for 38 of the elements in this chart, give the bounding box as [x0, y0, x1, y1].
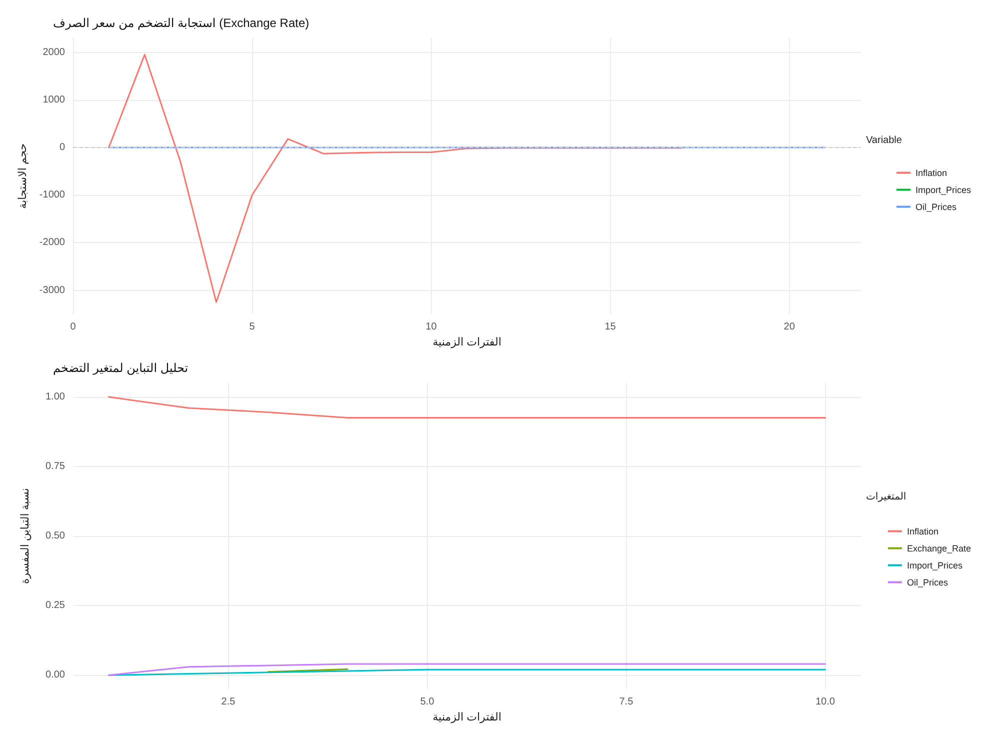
- y-tick-label: 2000: [42, 46, 66, 58]
- legend-label: Inflation: [915, 168, 948, 178]
- legend-label: Inflation: [906, 526, 938, 536]
- legend-label: Exchange_Rate: [906, 543, 971, 554]
- x-tick-label: 5: [249, 322, 256, 333]
- legend-label: Import_Prices: [915, 184, 972, 195]
- x-tick-label: 2.5: [221, 696, 236, 708]
- y-tick-label: 0: [59, 142, 66, 153]
- y-tick-label: 1.00: [46, 391, 66, 402]
- y-tick-label: 1000: [42, 94, 66, 106]
- line-series: [108, 663, 826, 676]
- y-tick-label: 0.50: [46, 530, 66, 542]
- x-tick-label: 10.0: [815, 696, 836, 708]
- line-series: [108, 54, 683, 303]
- y-tick-label: 0.75: [46, 460, 66, 472]
- x-tick-label: 0: [70, 322, 76, 333]
- y-axis-title: حجم الاستجابة: [17, 143, 30, 209]
- x-axis-title: الفترات الزمنية: [432, 712, 502, 724]
- x-tick-label: 7.5: [619, 696, 634, 708]
- y-tick-label: -2000: [39, 237, 66, 248]
- x-tick-label: 20: [784, 322, 796, 333]
- y-tick-label: 0.25: [46, 600, 66, 612]
- y-tick-label: -1000: [39, 190, 66, 201]
- chart-title: استجابة التضخم من سعر الصرف (Exchange Rate): [53, 16, 310, 30]
- x-tick-label: 15: [604, 322, 616, 333]
- legend-title: المتغيرات: [866, 491, 906, 502]
- legend-title: Variable: [866, 135, 902, 146]
- y-axis-title: نسبة التباين المفسرة: [20, 488, 32, 584]
- x-axis-title: الفترات الزمنية: [432, 336, 502, 348]
- y-tick-label: 0.00: [46, 670, 66, 681]
- y-tick-label: -3000: [39, 284, 66, 296]
- line-series: [108, 396, 826, 419]
- x-tick-label: 5.0: [420, 696, 435, 708]
- x-tick-label: 10: [426, 322, 438, 333]
- chart-title: تحليل التباين لمتغير التضخم: [53, 361, 188, 375]
- legend-label: Oil_Prices: [915, 202, 957, 212]
- legend-label: Import_Prices: [906, 560, 963, 570]
- legend-label: Oil_Prices: [906, 577, 948, 588]
